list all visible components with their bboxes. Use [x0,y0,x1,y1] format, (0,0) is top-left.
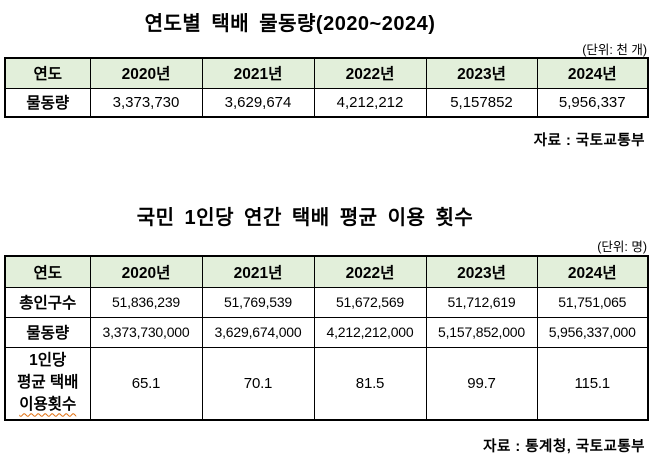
year-header-cell: 연도 [4,57,91,89]
row-label-line: 평균 택배 [17,374,79,392]
table-header-row: 연도 2020년 2021년 2022년 2023년 2024년 [4,255,649,288]
section2-title: 국민 1인당 연간 택배 평균 이용 횟수 [136,207,474,229]
section2-unit-note: (단위: 명) [597,240,647,254]
year-header-cell: 2024년 [536,255,649,288]
parcel-volume-table: 연도 2020년 2021년 2022년 2023년 2024년 물동량 3,3… [4,57,649,118]
per-capita-usage-table: 연도 2020년 2021년 2022년 2023년 2024년 총인구수 51… [4,255,649,421]
value-cell: 3,373,730,000 [89,316,203,348]
year-header-cell: 2023년 [425,255,538,288]
table-row: 총인구수 51,836,239 51,769,539 51,672,569 51… [4,286,649,318]
value-cell: 3,373,730 [89,87,203,118]
value-cell: 4,212,212 [313,87,427,118]
row-label-cell: 물동량 [4,87,91,118]
value-cell: 5,157,852,000 [425,316,538,348]
value-cell: 5,956,337,000 [536,316,649,348]
row-label-cell: 1인당 평균 택배 이용횟수 [4,346,91,421]
value-cell: 115.1 [536,346,649,421]
year-header-cell: 2022년 [313,57,427,89]
value-cell: 81.5 [313,346,427,421]
table-row: 물동량 3,373,730,000 3,629,674,000 4,212,21… [4,316,649,348]
table-row: 1인당 평균 택배 이용횟수 65.1 70.1 81.5 99.7 115.1 [4,346,649,421]
value-cell: 51,672,569 [313,286,427,318]
year-header-cell: 2021년 [201,57,315,89]
section1-unit-note: (단위: 천 개) [582,43,647,57]
section1-title: 연도별 택배 물동량(2020~2024) [144,13,436,35]
value-cell: 4,212,212,000 [313,316,427,348]
year-header-cell: 2022년 [313,255,427,288]
section2-source-note: 자료 : 통계청, 국토교통부 [483,439,645,455]
value-cell: 5,157852 [425,87,538,118]
value-cell: 3,629,674,000 [201,316,315,348]
value-cell: 51,836,239 [89,286,203,318]
value-cell: 3,629,674 [201,87,315,118]
value-cell: 70.1 [201,346,315,421]
value-cell: 99.7 [425,346,538,421]
row-label-cell: 물동량 [4,316,91,348]
row-label-line: 1인당 [29,352,67,370]
table-header-row: 연도 2020년 2021년 2022년 2023년 2024년 [4,57,649,89]
year-header-cell: 연도 [4,255,91,288]
value-cell: 51,769,539 [201,286,315,318]
year-header-cell: 2020년 [89,255,203,288]
row-label-cell: 총인구수 [4,286,91,318]
year-header-cell: 2024년 [536,57,649,89]
value-cell: 65.1 [89,346,203,421]
year-header-cell: 2020년 [89,57,203,89]
value-cell: 51,712,619 [425,286,538,318]
row-label-line-spellcheck: 이용횟수 [19,396,77,414]
year-header-cell: 2023년 [425,57,538,89]
table-row: 물동량 3,373,730 3,629,674 4,212,212 5,1578… [4,87,649,118]
section1-source-note: 자료 : 국토교통부 [533,133,645,149]
value-cell: 5,956,337 [536,87,649,118]
value-cell: 51,751,065 [536,286,649,318]
year-header-cell: 2021년 [201,255,315,288]
